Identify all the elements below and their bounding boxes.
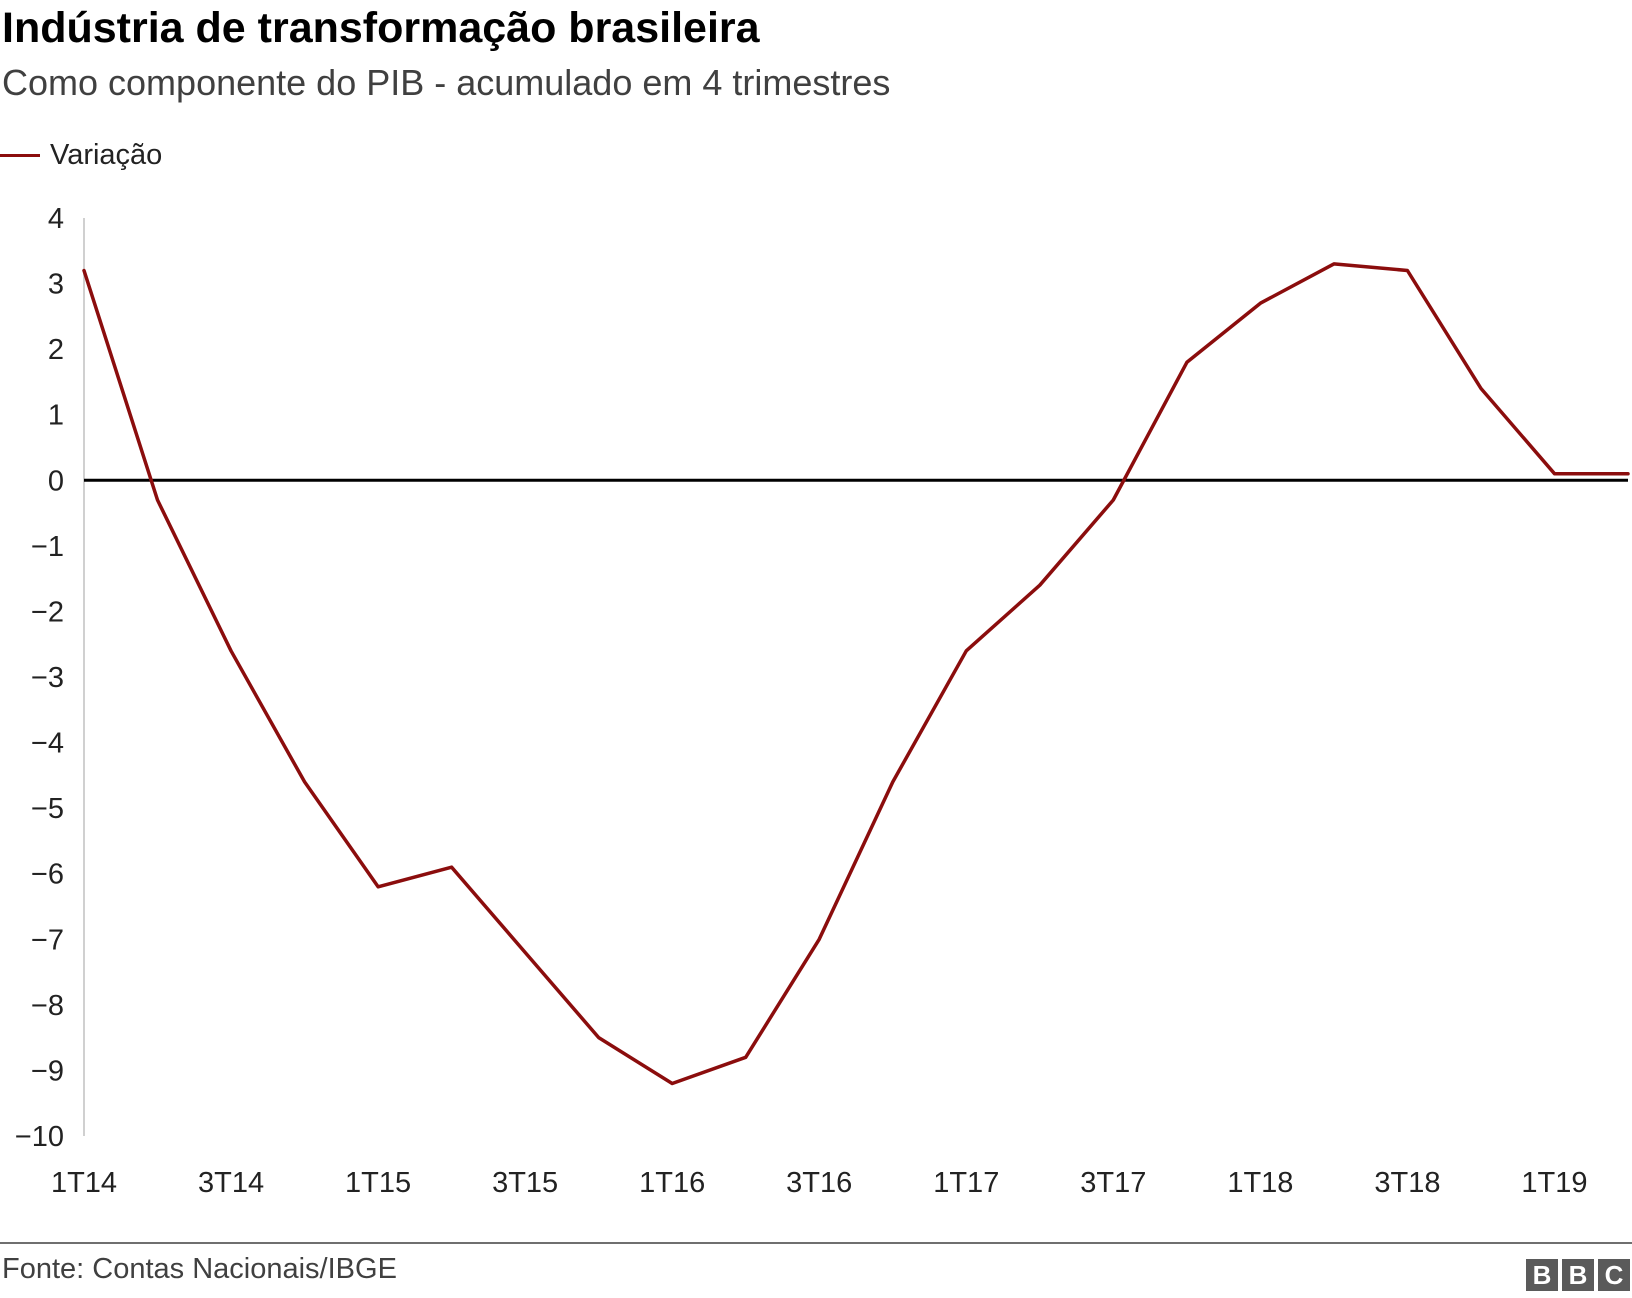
x-tick-label: 1T19 bbox=[1521, 1167, 1587, 1199]
x-tick-label: 3T16 bbox=[786, 1167, 852, 1199]
y-tick-label: −6 bbox=[31, 859, 64, 891]
line-chart: 4 3 2 1 0 −1 −2 −3 −4 −5 −6 −7 −8 −9 −10 1T14 3T14 1T15 3T… bbox=[15, 203, 1630, 1199]
x-tick-label: 3T14 bbox=[198, 1167, 264, 1199]
y-tick-label: −7 bbox=[31, 924, 64, 956]
x-tick-label: 3T18 bbox=[1374, 1167, 1440, 1199]
x-tick-label: 1T17 bbox=[933, 1167, 999, 1199]
logo-letter: C bbox=[1598, 1259, 1630, 1291]
legend-label: Variação bbox=[50, 138, 163, 171]
y-tick-label: 2 bbox=[48, 334, 64, 366]
series-line-variacao bbox=[82, 262, 1630, 1086]
y-tick-label: −3 bbox=[31, 662, 64, 694]
logo-letter: B bbox=[1526, 1259, 1558, 1291]
y-tick-label: 4 bbox=[48, 203, 64, 235]
logo-letter: B bbox=[1562, 1259, 1594, 1291]
y-tick-label: 1 bbox=[48, 400, 64, 432]
chart-subtitle: Como componente do PIB - acumulado em 4 … bbox=[2, 62, 891, 103]
legend-swatch bbox=[0, 153, 40, 157]
y-tick-label: −5 bbox=[31, 793, 64, 825]
legend: Variação bbox=[0, 138, 162, 172]
y-tick-label: −2 bbox=[31, 596, 64, 628]
x-tick-label: 1T18 bbox=[1227, 1167, 1293, 1199]
x-tick-label: 1T14 bbox=[51, 1167, 117, 1199]
y-tick-label: 3 bbox=[48, 269, 64, 301]
y-tick-label: −10 bbox=[15, 1121, 64, 1153]
x-tick-label: 3T17 bbox=[1080, 1167, 1146, 1199]
chart-title: Indústria de transformação brasileira bbox=[2, 4, 760, 52]
y-tick-label: 0 bbox=[48, 465, 64, 497]
x-tick-label: 3T15 bbox=[492, 1167, 558, 1199]
y-tick-label: −1 bbox=[31, 531, 64, 563]
source-divider bbox=[0, 1242, 1632, 1244]
x-tick-label: 1T15 bbox=[345, 1167, 411, 1199]
y-tick-label: −9 bbox=[31, 1055, 64, 1087]
y-tick-label: −8 bbox=[31, 990, 64, 1022]
x-tick-label: 1T16 bbox=[639, 1167, 705, 1199]
source-note: Fonte: Contas Nacionais/IBGE bbox=[2, 1253, 397, 1285]
y-tick-label: −4 bbox=[31, 728, 64, 760]
